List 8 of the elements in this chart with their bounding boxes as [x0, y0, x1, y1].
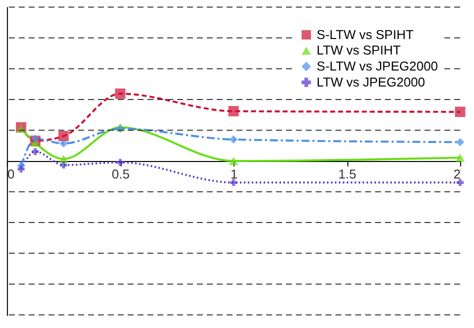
legend-label: S-LTW vs JPEG2000 [316, 58, 438, 74]
x-tick-label: 2 [453, 166, 461, 182]
x-tick-label: 1.5 [338, 166, 356, 182]
x-tick-label: 1 [230, 166, 238, 182]
legend-label: LTW vs JPEG2000 [316, 74, 426, 90]
legend-label: LTW vs SPIHT [316, 42, 401, 58]
legend-label: S-LTW vs SPIHT [316, 26, 414, 42]
x-tick-label: 0.5 [112, 166, 130, 182]
